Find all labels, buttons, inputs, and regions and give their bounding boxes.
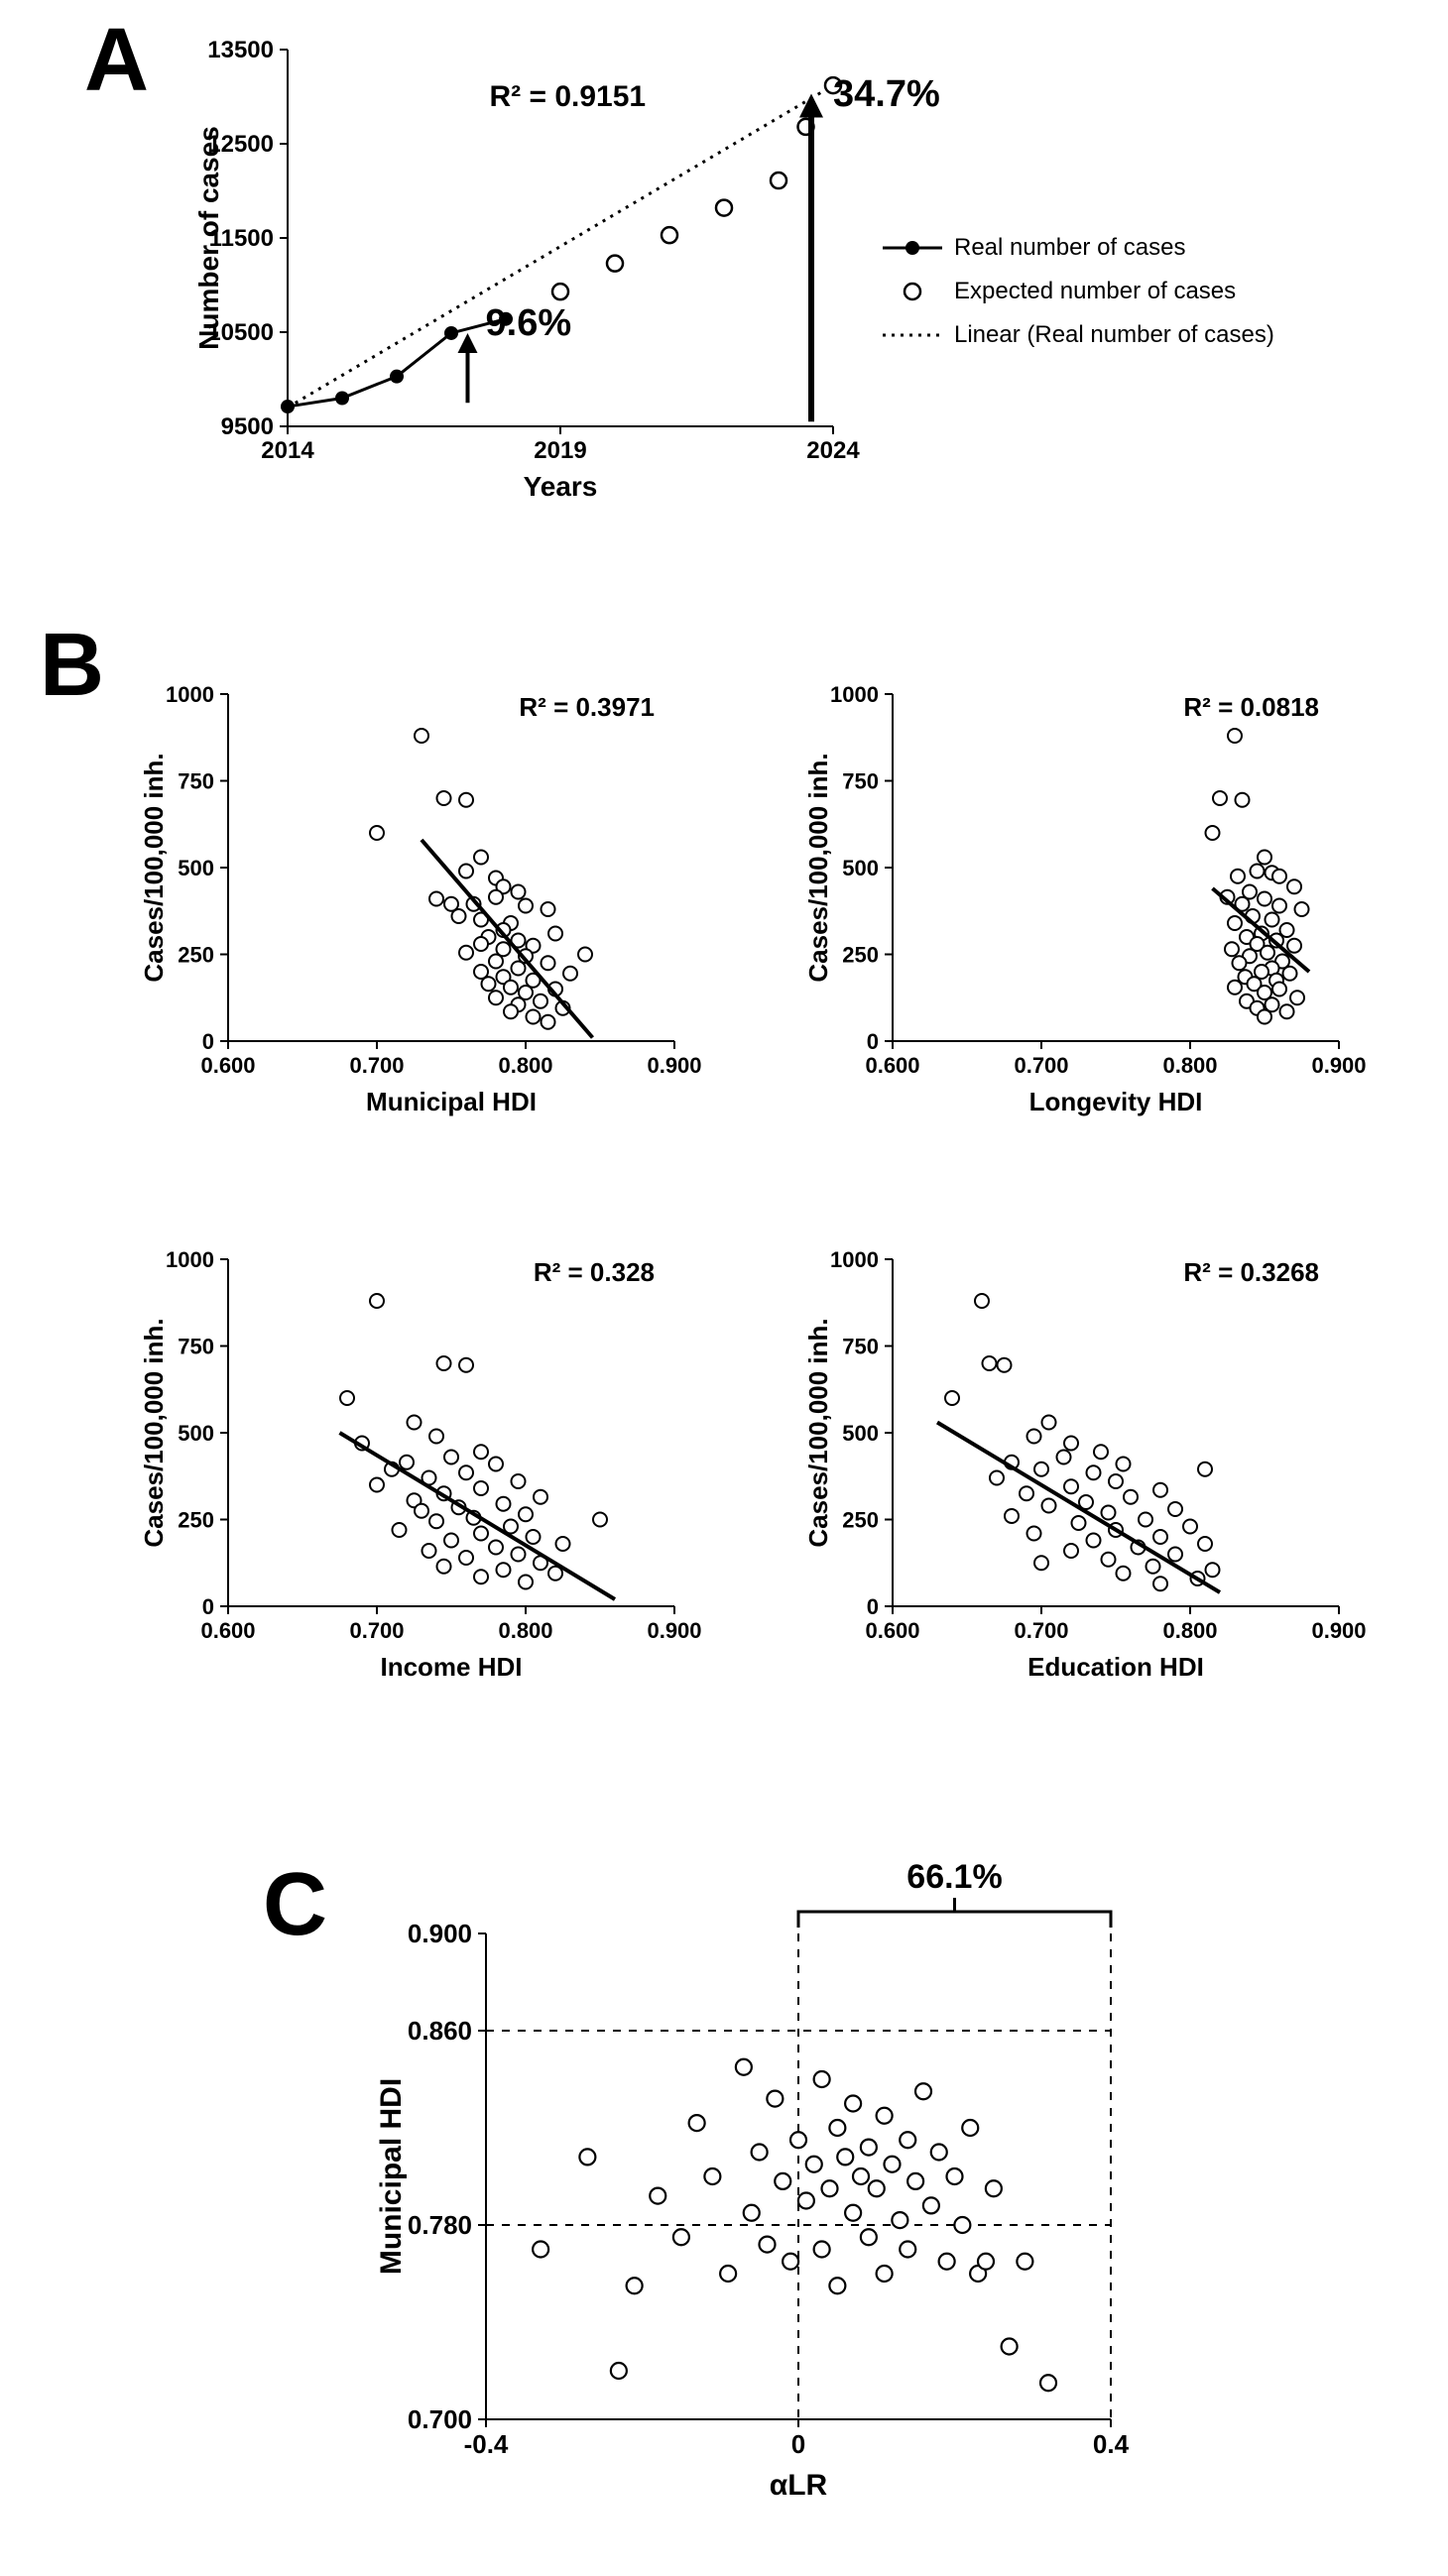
svg-text:Real number of cases: Real number of cases [954,234,1185,261]
svg-text:0.600: 0.600 [200,1053,255,1078]
svg-text:0.700: 0.700 [408,2404,472,2434]
svg-text:0.800: 0.800 [498,1053,552,1078]
svg-text:Cases/100,000 inh.: Cases/100,000 inh. [139,1318,169,1547]
svg-text:750: 750 [842,769,879,794]
svg-text:0.780: 0.780 [408,2210,472,2240]
svg-text:0: 0 [202,1029,214,1054]
svg-text:Expected number of cases: Expected number of cases [954,278,1236,304]
svg-text:1000: 1000 [166,682,214,707]
svg-text:R² = 0.3268: R² = 0.3268 [1183,1257,1319,1287]
svg-text:500: 500 [842,856,879,880]
svg-text:2019: 2019 [534,437,586,464]
svg-text:0: 0 [867,1029,879,1054]
svg-text:0.600: 0.600 [865,1618,919,1643]
panel-label-a: A [84,10,149,112]
panel-label-c: C [263,1854,327,1956]
svg-text:-0.4: -0.4 [464,2429,509,2459]
panel-b-chart: 0 250 500 750 1000 0.600 0.700 0.800 0.900 Munici… [129,674,1398,1765]
panel-label-b: B [40,615,104,717]
svg-text:250: 250 [842,1508,879,1533]
svg-text:9500: 9500 [221,413,274,440]
svg-text:250: 250 [178,943,214,968]
panel-a-chart: 950010500115001250013500201420192024Year… [198,30,1448,545]
svg-text:9.6%: 9.6% [486,302,572,344]
svg-text:0.900: 0.900 [408,1919,472,1948]
svg-text:1000: 1000 [830,682,879,707]
svg-text:Cases/100,000 inh.: Cases/100,000 inh. [803,1318,833,1547]
svg-text:0.700: 0.700 [1014,1618,1068,1643]
svg-text:0: 0 [867,1594,879,1619]
svg-text:0.900: 0.900 [1311,1053,1366,1078]
svg-text:0.700: 0.700 [349,1053,404,1078]
svg-text:500: 500 [842,1421,879,1446]
figure-root: A 950010500115001250013500201420192024Ye… [0,0,1448,2576]
svg-text:Municipal HDI: Municipal HDI [366,1087,537,1116]
svg-text:66.1%: 66.1% [906,1858,1002,1896]
svg-text:Years: Years [524,471,598,502]
svg-text:R² = 0.328: R² = 0.328 [534,1257,655,1287]
svg-text:Cases/100,000 inh.: Cases/100,000 inh. [803,753,833,982]
svg-text:R² = 0.0818: R² = 0.0818 [1183,692,1319,722]
svg-text:1000: 1000 [166,1247,214,1272]
svg-text:0.700: 0.700 [349,1618,404,1643]
svg-text:750: 750 [178,769,214,794]
svg-text:Longevity HDI: Longevity HDI [1029,1087,1203,1116]
svg-text:Municipal HDI: Municipal HDI [375,2078,408,2275]
svg-text:0.600: 0.600 [200,1618,255,1643]
svg-text:2014: 2014 [261,437,314,464]
svg-text:750: 750 [178,1335,214,1359]
svg-text:500: 500 [178,1421,214,1446]
svg-text:αLR: αLR [770,2469,828,2502]
svg-text:0: 0 [202,1594,214,1619]
svg-text:0.800: 0.800 [498,1618,552,1643]
svg-text:Linear (Real number of cases): Linear (Real number of cases) [954,321,1274,348]
svg-text:250: 250 [178,1508,214,1533]
svg-text:0.4: 0.4 [1093,2429,1130,2459]
svg-text:R² = 0.3971: R² = 0.3971 [519,692,655,722]
svg-text:2024: 2024 [806,437,860,464]
svg-text:Cases/100,000 inh.: Cases/100,000 inh. [139,753,169,982]
svg-text:0.600: 0.600 [865,1053,919,1078]
svg-text:13500: 13500 [207,37,274,63]
svg-text:750: 750 [842,1335,879,1359]
svg-text:34.7%: 34.7% [833,73,940,115]
panel-c-chart: 0.700 0.780 0.860 0.900 -0.4 0 0.4 αLR Municipal… [357,1844,1250,2538]
svg-text:R² = 0.9151: R² = 0.9151 [490,80,647,113]
svg-text:Number of cases: Number of cases [198,126,224,350]
svg-text:0.700: 0.700 [1014,1053,1068,1078]
svg-text:0.900: 0.900 [1311,1618,1366,1643]
svg-text:1000: 1000 [830,1247,879,1272]
svg-text:500: 500 [178,856,214,880]
svg-text:0.900: 0.900 [647,1618,701,1643]
svg-text:0.800: 0.800 [1162,1053,1217,1078]
svg-text:0.860: 0.860 [408,2016,472,2046]
svg-text:0.900: 0.900 [647,1053,701,1078]
svg-text:0: 0 [791,2429,805,2459]
svg-text:Education HDI: Education HDI [1027,1652,1204,1682]
svg-text:0.800: 0.800 [1162,1618,1217,1643]
svg-text:250: 250 [842,943,879,968]
svg-text:Income HDI: Income HDI [380,1652,522,1682]
